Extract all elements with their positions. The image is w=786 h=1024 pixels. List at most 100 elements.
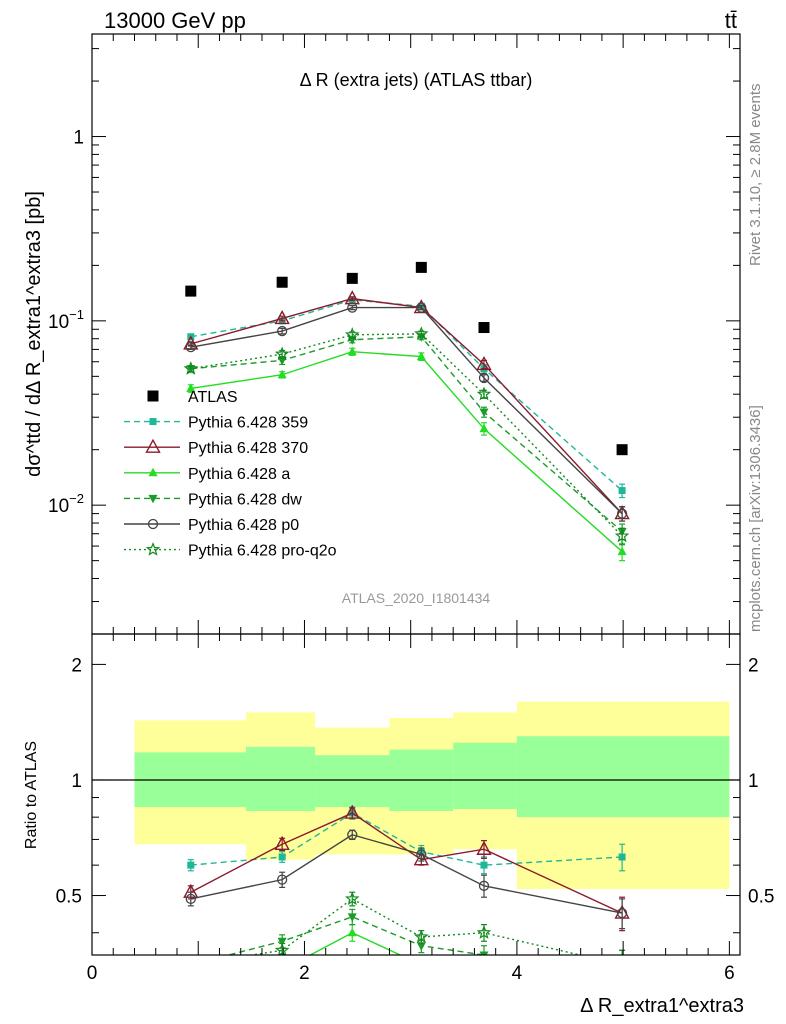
data-point [347,913,357,922]
ratio-bands [134,701,730,889]
data-point [276,276,288,288]
ratio-tick-labels: 0.5 0.5 1 1 2 2 0 2 4 6 [56,655,775,984]
rivet-label: Rivet 3.1.10, ≥ 2.8M events [747,84,764,267]
series-line [190,351,623,553]
ratio-series [183,804,630,996]
data-point [185,893,196,905]
main-ticks [91,34,740,635]
data-point [417,960,426,969]
data-point [479,987,488,996]
data-point [187,861,195,869]
data-point [616,444,628,456]
legend-entry: Pythia 6.428 dw [124,491,302,508]
legend-label: Pythia 6.428 p0 [188,517,299,534]
data-point [277,874,288,885]
data-point [413,851,429,866]
data-point [414,929,429,944]
series-line [190,306,623,515]
data-point [617,546,627,556]
data-point [185,285,197,297]
mcplots-label: mcplots.cern.ch [arXiv:1306.3436] [747,405,764,632]
data-point [616,959,627,970]
data-point [186,976,195,985]
x-tick-label: 6 [724,963,735,984]
data-point [479,951,489,955]
data-point [415,261,427,273]
legend-entry: Pythia 6.428 a [124,466,290,483]
data-point [185,959,196,970]
data-point [347,302,358,313]
legend-marker [147,390,159,402]
y-tick-label: 10−2 [48,491,84,517]
series-line [190,336,623,532]
series-pythia-6-428-pro-q2o [185,891,627,970]
ratio-plot: 0.5 0.5 1 1 2 2 0 2 4 6 Ratio to ATLAS Δ R_extra1… [23,633,775,1017]
data-point [274,310,290,325]
legend-label: ATLAS [188,389,238,406]
data-point [618,487,626,495]
data-point [416,849,427,860]
series-atlas [185,261,628,456]
series-pythia-6-428-a [186,346,627,562]
data-point [480,861,488,869]
ratio-xlabel: Δ R_extra1^extra3 [580,995,744,1017]
y-tick-label-right: 0.5 [748,887,774,908]
x-tick-label: 2 [299,963,310,984]
legend-marker [145,541,161,556]
series-pythia-6-428-p0 [185,829,628,930]
data-point [479,408,489,418]
series-line [190,812,623,866]
data-point [274,835,290,850]
data-point [277,369,287,379]
data-point [616,508,628,519]
legend: ATLAS Pythia 6.428 359 Pythia 6.428 370 Pyt… [124,389,337,560]
y-tick-label-right: 1 [748,771,759,792]
main-title: Δ R (extra jets) (ATLAS ttbar) [300,70,533,90]
series-line [190,297,623,515]
y-tick-label: 10−1 [48,307,84,333]
legend-label: Pythia 6.428 a [188,466,290,483]
data-point [278,965,287,974]
series-pythia-6-428-pro-q2o [183,326,630,546]
data-point [347,927,357,937]
data-point [278,853,286,861]
data-point [183,361,199,375]
data-point [478,372,490,384]
uncertainty-band-inner [453,742,517,810]
series-line [308,931,402,955]
x-tick-label: 4 [512,963,523,984]
data-point [277,325,288,337]
data-point [277,937,287,947]
legend-label: Pythia 6.428 359 [188,415,308,432]
data-point [414,326,429,341]
data-point [344,891,360,906]
legend-label: Pythia 6.428 dw [188,491,302,508]
data-point [618,961,627,970]
series-line [226,916,494,955]
legend-label: Pythia 6.428 pro-q2o [188,543,337,560]
data-point [186,961,195,970]
data-point [478,880,490,891]
data-point [416,302,427,313]
data-point [416,942,426,951]
main-tick-labels: 10−2 10−1 1 [48,128,84,518]
data-point [277,356,287,366]
main-series [183,261,630,562]
data-point [346,272,358,284]
legend-marker [148,467,158,477]
uncertainty-band-inner [516,736,730,818]
data-point [614,528,630,543]
data-point [347,346,357,356]
main-ylabel: dσ^ttd / dΔ R_extra1^extra3 [pb] [23,191,45,477]
ratio-frame [91,633,741,956]
legend-entry: Pythia 6.428 p0 [124,517,299,534]
legend-marker [149,418,157,426]
energy-label: 13000 GeV pp [104,8,246,33]
data-point [478,322,490,334]
uncertainty-band-inner [246,746,316,812]
ratio-ylabel: Ratio to ATLAS [23,741,40,849]
data-point [344,327,360,341]
data-point [616,907,628,919]
y-tick-label: 0.5 [56,887,82,908]
series-pythia-6-428-dw [186,908,627,970]
